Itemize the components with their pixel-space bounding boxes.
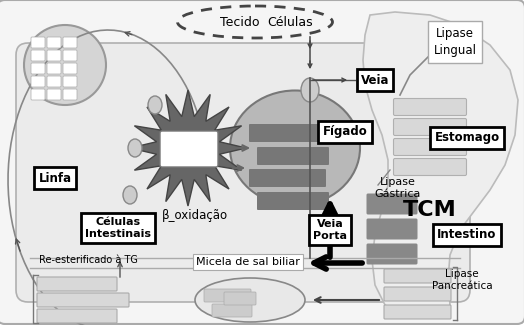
Ellipse shape — [24, 25, 106, 105]
FancyBboxPatch shape — [257, 192, 329, 210]
FancyBboxPatch shape — [47, 89, 61, 100]
Text: Veia
Porta: Veia Porta — [313, 219, 347, 241]
Polygon shape — [363, 12, 518, 318]
FancyBboxPatch shape — [224, 292, 256, 305]
FancyBboxPatch shape — [47, 76, 61, 87]
FancyBboxPatch shape — [47, 50, 61, 61]
FancyBboxPatch shape — [384, 269, 451, 283]
FancyBboxPatch shape — [249, 124, 326, 142]
FancyBboxPatch shape — [31, 37, 45, 48]
Text: Células: Células — [267, 16, 313, 29]
Text: Tecido: Tecido — [220, 16, 260, 29]
FancyBboxPatch shape — [366, 243, 418, 265]
FancyBboxPatch shape — [366, 193, 418, 215]
FancyBboxPatch shape — [366, 218, 418, 240]
FancyBboxPatch shape — [160, 131, 218, 167]
FancyArrowPatch shape — [233, 165, 243, 171]
FancyBboxPatch shape — [31, 63, 45, 74]
Ellipse shape — [123, 186, 137, 204]
FancyBboxPatch shape — [37, 277, 117, 291]
Text: TCM: TCM — [403, 200, 457, 220]
Text: Lipase
Lingual: Lipase Lingual — [433, 27, 476, 57]
Ellipse shape — [128, 139, 142, 157]
Text: Intestino: Intestino — [438, 228, 497, 241]
Text: Veia: Veia — [361, 73, 389, 86]
Ellipse shape — [148, 96, 162, 114]
FancyBboxPatch shape — [204, 289, 251, 302]
FancyBboxPatch shape — [384, 305, 451, 319]
Text: Células
Intestinais: Células Intestinais — [85, 217, 151, 239]
Ellipse shape — [230, 90, 360, 205]
Text: Lipase
Pancreática: Lipase Pancreática — [432, 269, 493, 291]
FancyBboxPatch shape — [257, 147, 329, 165]
FancyBboxPatch shape — [31, 76, 45, 87]
FancyBboxPatch shape — [63, 76, 77, 87]
FancyBboxPatch shape — [31, 50, 45, 61]
FancyBboxPatch shape — [47, 63, 61, 74]
FancyBboxPatch shape — [249, 169, 326, 187]
FancyBboxPatch shape — [394, 138, 466, 155]
Text: β_oxidação: β_oxidação — [162, 209, 228, 222]
FancyBboxPatch shape — [31, 89, 45, 100]
FancyBboxPatch shape — [63, 50, 77, 61]
FancyBboxPatch shape — [16, 43, 470, 302]
FancyBboxPatch shape — [37, 293, 129, 307]
FancyBboxPatch shape — [63, 37, 77, 48]
Text: Micela de sal biliar: Micela de sal biliar — [196, 257, 300, 267]
FancyArrowPatch shape — [238, 145, 248, 151]
Ellipse shape — [195, 278, 305, 322]
Ellipse shape — [301, 78, 319, 102]
FancyBboxPatch shape — [394, 159, 466, 176]
FancyBboxPatch shape — [63, 89, 77, 100]
FancyBboxPatch shape — [394, 98, 466, 115]
Text: Lipase
Gástrica: Lipase Gástrica — [375, 177, 421, 199]
FancyBboxPatch shape — [37, 309, 117, 323]
FancyBboxPatch shape — [47, 37, 61, 48]
Text: Linfa: Linfa — [38, 172, 72, 185]
Ellipse shape — [178, 6, 333, 38]
Text: Re-esterificado à TG: Re-esterificado à TG — [39, 255, 137, 265]
FancyBboxPatch shape — [63, 63, 77, 74]
Text: Fígado: Fígado — [323, 125, 367, 138]
FancyBboxPatch shape — [212, 304, 252, 317]
Polygon shape — [130, 90, 246, 206]
FancyBboxPatch shape — [384, 287, 451, 301]
FancyBboxPatch shape — [394, 119, 466, 136]
Text: Estomago: Estomago — [434, 132, 499, 145]
